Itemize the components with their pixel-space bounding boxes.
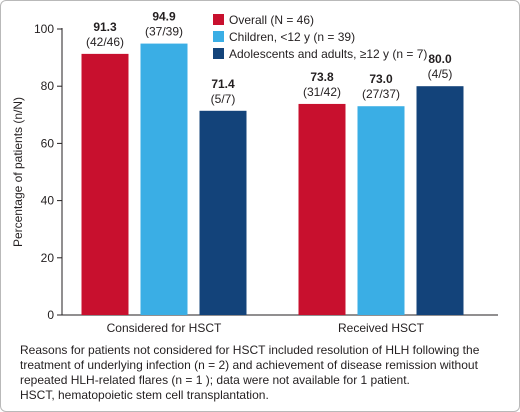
bar	[416, 86, 464, 315]
legend-label: Adolescents and adults, ≥12 y (n = 7)	[229, 47, 427, 61]
bar-value-label: 73.8	[310, 70, 334, 84]
x-category-label: Considered for HSCT	[107, 321, 222, 335]
bar-count-label: (42/46)	[86, 35, 124, 49]
bar	[140, 43, 188, 315]
bar-value-label: 73.0	[369, 72, 393, 86]
legend-swatch	[213, 31, 224, 42]
bar-count-label: (31/42)	[303, 85, 341, 99]
footnote-abbreviation: HSCT, hematopoietic stem cell transplant…	[20, 388, 269, 402]
bar	[81, 53, 129, 316]
y-tick-label: 60	[41, 136, 55, 150]
bar-count-label: (37/39)	[145, 25, 183, 39]
footnote-text: Reasons for patients not considered for …	[20, 343, 480, 387]
y-tick-label: 0	[47, 308, 54, 322]
x-category-label: Received HSCT	[338, 321, 425, 335]
bar-count-label: (4/5)	[428, 67, 453, 81]
bar-value-label: 94.9	[152, 10, 176, 24]
bar	[357, 106, 405, 315]
bar-value-label: 91.3	[93, 20, 117, 34]
y-tick-label: 40	[41, 194, 55, 208]
y-tick-label: 20	[41, 251, 55, 265]
bar-chart: 0 20 40 60 80 100 Percentage of patients (n/N)…	[11, 10, 498, 335]
footnote: Reasons for patients not considered for …	[20, 343, 512, 403]
bar-value-label: 80.0	[428, 52, 452, 66]
bar-value-label: 71.4	[211, 77, 235, 91]
bar-count-label: (5/7)	[211, 92, 236, 106]
legend-swatch	[213, 48, 224, 59]
bar-count-label: (27/37)	[362, 87, 400, 101]
legend-swatch	[213, 14, 224, 25]
y-axis-title: Percentage of patients (n/N)	[11, 97, 25, 247]
bar	[298, 103, 346, 315]
legend-label: Children, <12 y (n = 39)	[229, 30, 355, 44]
legend-label: Overall (N = 46)	[229, 13, 314, 27]
bar	[199, 110, 247, 316]
y-tick-label: 80	[41, 79, 55, 93]
y-tick-label: 100	[34, 22, 54, 36]
